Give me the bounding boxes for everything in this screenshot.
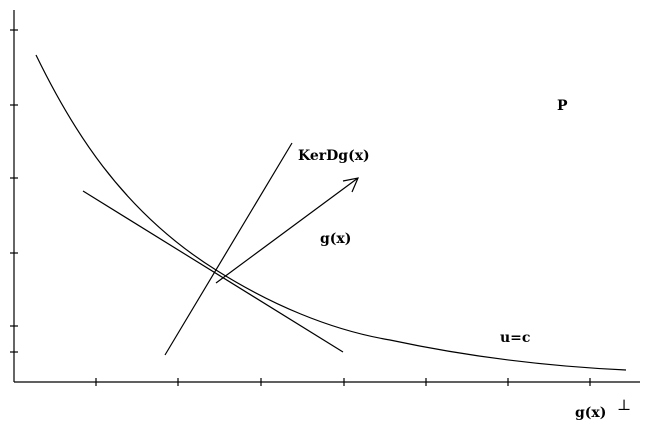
label-p: P [557, 98, 568, 114]
label-level: u=c [500, 330, 530, 346]
label-kernel: KerDg(x) [298, 148, 370, 164]
tangent-line [82, 190, 344, 353]
gradient-arrow-head [342, 177, 360, 193]
label-perp-symbol: ⊥ [617, 396, 631, 414]
x-axis-ticks [95, 378, 591, 386]
kernel-line [164, 142, 293, 356]
label-g-perp: g(x) [575, 405, 606, 421]
gradient-arrow-shaft [215, 177, 359, 284]
label-gradient: g(x) [320, 231, 351, 247]
level-curve [35, 54, 627, 371]
y-axis-ticks [10, 29, 18, 353]
